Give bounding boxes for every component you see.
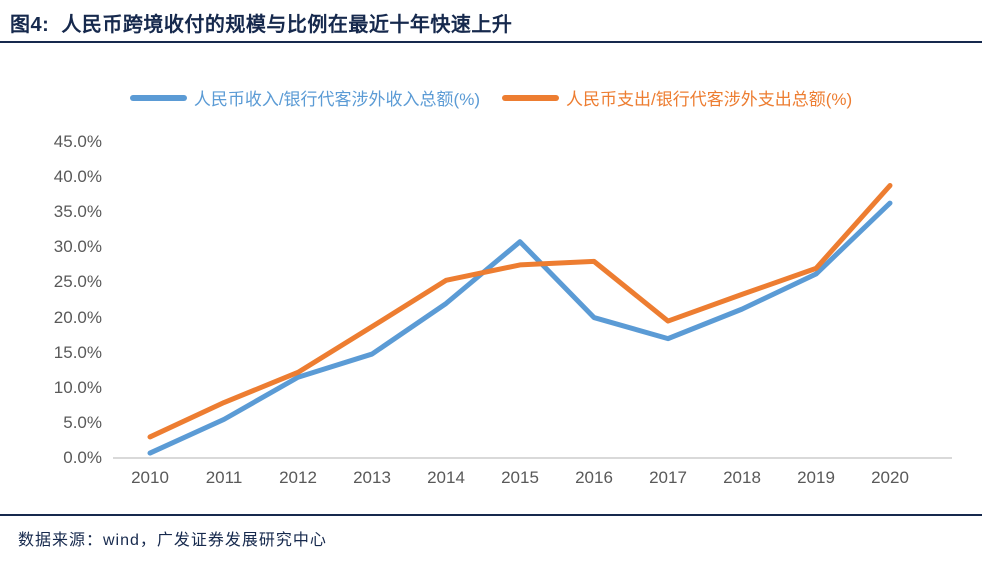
x-axis-label: 2020 <box>871 468 909 487</box>
x-axis-label: 2012 <box>279 468 317 487</box>
title-divider <box>0 41 982 43</box>
x-axis-label: 2017 <box>649 468 687 487</box>
legend-label-income: 人民币收入/银行代客涉外收入总额(%) <box>193 90 480 109</box>
y-axis-label: 5.0% <box>63 412 102 432</box>
x-axis-label: 2019 <box>797 468 835 487</box>
x-axis-label: 2013 <box>353 468 391 487</box>
y-axis-label: 30.0% <box>53 237 102 257</box>
data-source: 数据来源：wind，广发证券发展研究中心 <box>18 532 327 549</box>
y-axis-label: 20.0% <box>53 307 102 327</box>
figure-title: 图4: 人民币跨境收付的规模与比例在最近十年快速上升 <box>10 14 513 36</box>
x-axis-label: 2014 <box>427 468 465 487</box>
expense-line-swatch-icon <box>502 94 559 101</box>
chart-legend: 人民币收入/银行代客涉外收入总额(%) 人民币支出/银行代客涉外支出总额(%) <box>0 85 982 110</box>
y-axis-label: 0.0% <box>63 448 102 467</box>
x-axis-label: 2016 <box>575 468 613 487</box>
footer-divider <box>0 514 982 516</box>
legend-item-income[interactable]: 人民币收入/银行代客涉外收入总额(%) <box>129 85 480 110</box>
y-axis-label: 35.0% <box>53 202 102 222</box>
income-line-swatch-icon <box>129 94 187 101</box>
expense-series-line <box>147 183 893 440</box>
income-series-line <box>147 200 893 456</box>
y-axis-label: 25.0% <box>53 272 102 292</box>
y-axis-label: 45.0% <box>53 132 102 151</box>
y-axis-label: 10.0% <box>53 377 102 397</box>
y-axis-label: 15.0% <box>53 342 102 362</box>
x-axis-label: 2018 <box>723 468 761 487</box>
legend-label-expense: 人民币支出/银行代客涉外支出总额(%) <box>566 90 853 109</box>
x-axis-label: 2015 <box>501 468 539 487</box>
x-axis-label: 2011 <box>205 468 243 487</box>
legend-item-expense[interactable]: 人民币支出/银行代客涉外支出总额(%) <box>502 85 852 110</box>
y-axis-label: 40.0% <box>53 167 102 187</box>
x-axis-label: 2010 <box>131 468 169 487</box>
